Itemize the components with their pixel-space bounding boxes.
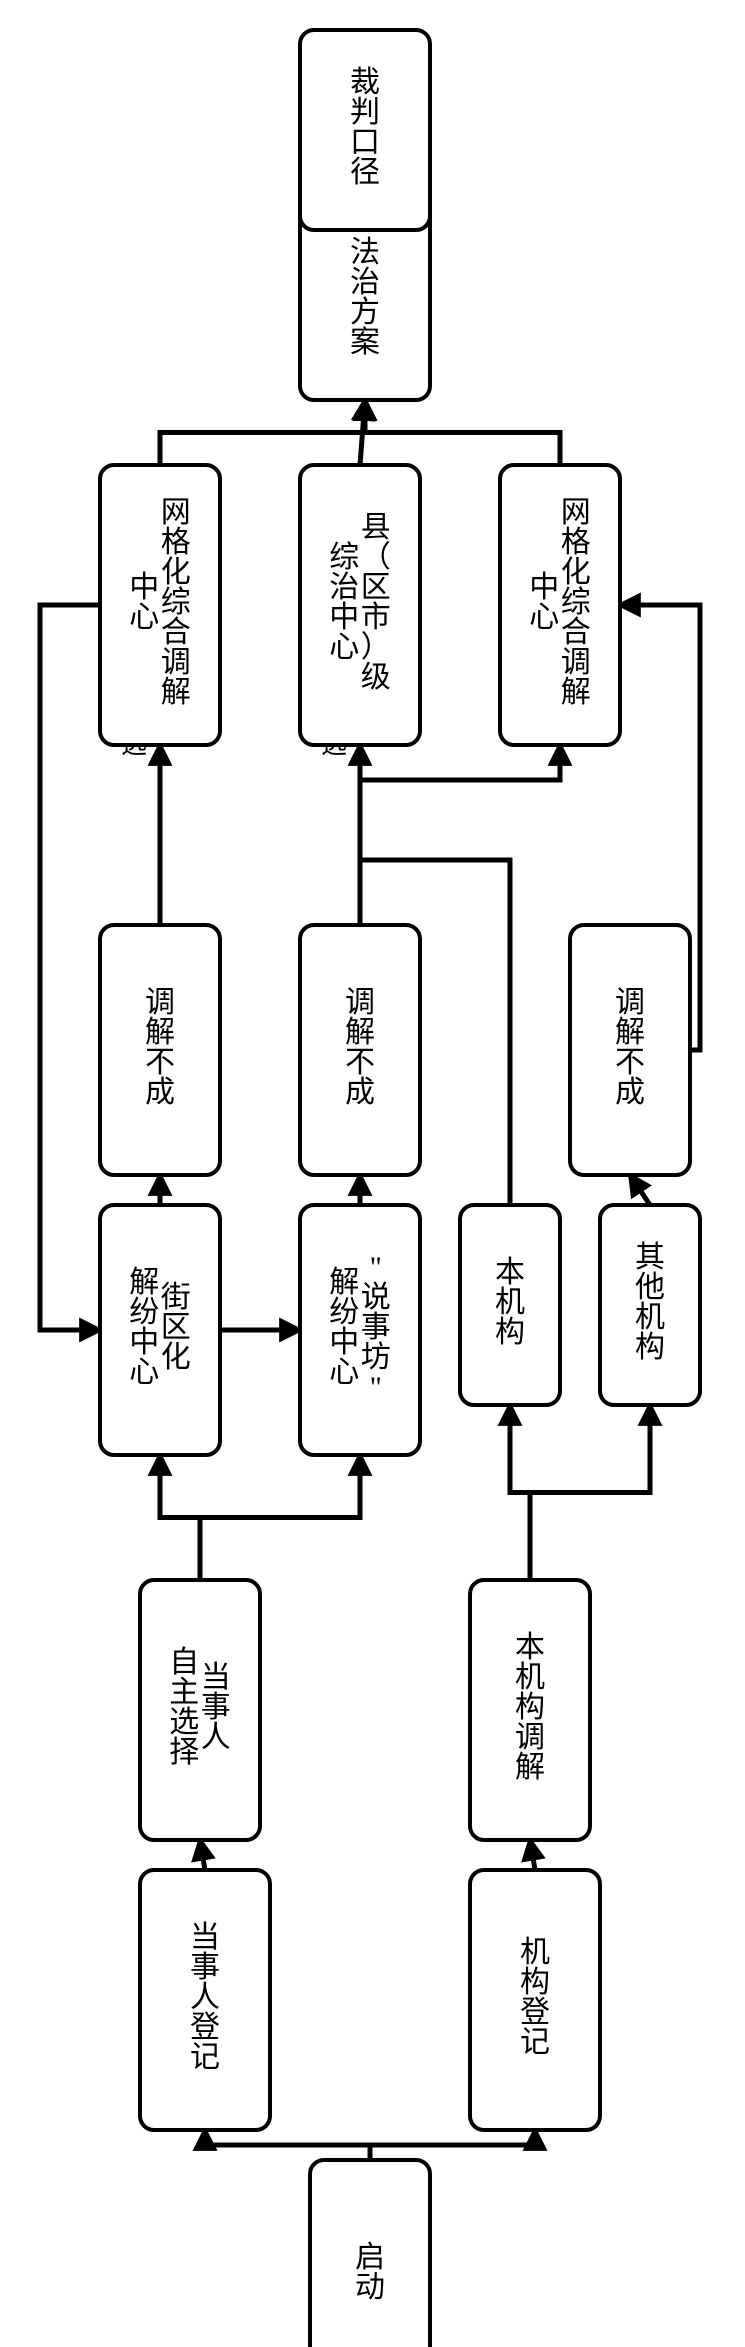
- edge-other_org-fail_c: [630, 1175, 650, 1205]
- node-party_sel-label-line-1: 自主选择: [169, 1646, 199, 1769]
- node-grid_a: 网格化综合调解中心: [100, 465, 220, 745]
- edge-org_disp-other_org: [530, 1405, 650, 1580]
- node-fail_c-label-line-0: 调解不成: [615, 986, 645, 1109]
- nodes-layer: 启动当事人登记机构登记当事人自主选择本机构调解街区化解纷中心"说事坊"解纷中心本…: [100, 30, 700, 2347]
- node-other_org: 其他机构: [600, 1205, 700, 1405]
- node-shuoshifa-label-line-1: 解纷中心: [329, 1266, 359, 1389]
- node-fail_a: 调解不成: [100, 925, 220, 1175]
- node-reg_party: 当事人登记: [140, 1870, 270, 2130]
- edge-fail_b-grid_b: [360, 745, 560, 925]
- node-org_disp-label-line-0: 本机构调解: [515, 1631, 545, 1784]
- node-street-label-line-0: 街区化: [161, 1281, 191, 1374]
- node-start-label-line-0: 启动: [355, 2241, 385, 2304]
- edge-start-reg_party: [205, 2130, 370, 2160]
- edge-grid_a-rule_law: [160, 400, 365, 465]
- edge-org_disp-our_org: [510, 1405, 530, 1580]
- node-fail_b: 调解不成: [300, 925, 420, 1175]
- node-reg_org: 机构登记: [470, 1870, 600, 2130]
- node-court: 裁判口径: [300, 30, 430, 230]
- node-county-label-line-0: 县（区市）级: [361, 511, 391, 694]
- node-county-label-line-1: 综治中心: [329, 541, 359, 664]
- node-our_org: 本机构: [460, 1205, 560, 1405]
- node-street: 街区化解纷中心: [100, 1205, 220, 1455]
- node-other_org-label-line-0: 其他机构: [635, 1241, 665, 1364]
- node-party_sel: 当事人自主选择: [140, 1580, 260, 1840]
- node-grid_b: 网格化综合调解中心: [500, 465, 620, 745]
- node-fail_b-label-line-0: 调解不成: [345, 986, 375, 1109]
- node-fail_a-label-line-0: 调解不成: [145, 986, 175, 1109]
- edge-party_sel-street: [160, 1455, 200, 1580]
- node-our_org-label-line-0: 本机构: [495, 1256, 525, 1349]
- edge-party_sel-shuoshifa: [200, 1455, 360, 1580]
- node-shuoshifa: "说事坊"解纷中心: [300, 1205, 420, 1455]
- edge-reg_org-org_disp: [530, 1840, 535, 1870]
- node-court-label-line-0: 裁判口径: [350, 66, 380, 189]
- node-party_sel-label-line-0: 当事人: [201, 1661, 231, 1754]
- edge-grid_a-street: [40, 605, 100, 1330]
- node-start: 启动: [310, 2160, 430, 2347]
- node-grid_a-label-line-0: 网格化综合调解: [161, 496, 191, 709]
- edge-start-reg_org: [370, 2130, 535, 2160]
- node-reg_org-label-line-0: 机构登记: [520, 1936, 550, 2059]
- edge-reg_party-party_sel: [200, 1840, 205, 1870]
- flowchart-canvas: 当事人自选二次分流当事人不选一次分流启动当事人登记机构登记当事人自主选择本机构调…: [0, 0, 745, 2347]
- node-org_disp: 本机构调解: [470, 1580, 590, 1840]
- node-street-label-line-1: 解纷中心: [129, 1266, 159, 1389]
- edge-grid_b-rule_law: [365, 400, 560, 465]
- node-grid_b-label-line-0: 网格化综合调解: [561, 496, 591, 709]
- node-reg_party-label-line-0: 当事人登记: [190, 1921, 220, 2074]
- node-fail_c: 调解不成: [570, 925, 690, 1175]
- node-rule_law-label-line-0: 法治方案: [350, 236, 380, 359]
- node-county: 县（区市）级综治中心: [300, 465, 420, 745]
- node-grid_a-label-line-1: 中心: [129, 571, 159, 634]
- node-grid_b-label-line-1: 中心: [529, 571, 559, 634]
